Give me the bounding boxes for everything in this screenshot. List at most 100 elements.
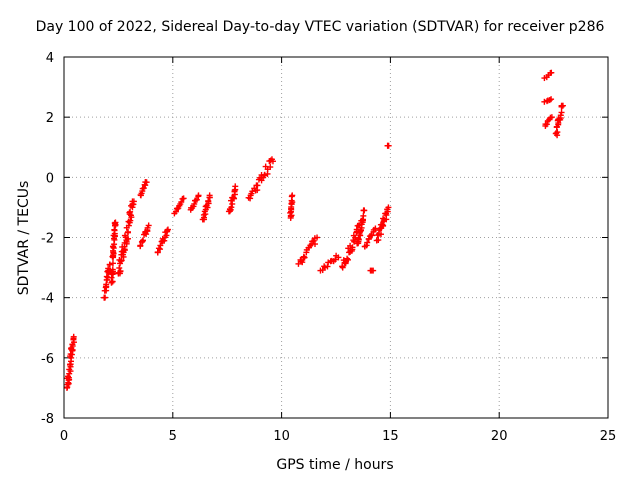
data-point: [174, 205, 181, 212]
x-tick-label: 20: [491, 429, 508, 444]
data-point: [193, 196, 200, 203]
data-point: [375, 237, 382, 244]
data-point: [335, 254, 342, 261]
data-point: [109, 278, 116, 285]
data-point: [384, 142, 391, 149]
data-point: [339, 264, 346, 271]
data-point: [157, 246, 164, 253]
y-tick-label: 0: [46, 171, 54, 186]
data-point: [360, 212, 367, 219]
data-point: [69, 347, 76, 354]
y-tick-label: 4: [46, 51, 54, 66]
data-points: [63, 69, 566, 391]
data-point: [137, 242, 144, 249]
y-tick-label: -2: [41, 232, 54, 247]
x-tick-label: 5: [169, 429, 177, 444]
data-point: [299, 259, 306, 266]
data-point: [117, 268, 124, 275]
data-point: [143, 179, 150, 186]
plot-frame: [63, 56, 609, 419]
data-point: [230, 194, 237, 201]
data-point: [206, 192, 213, 199]
data-point: [261, 171, 268, 178]
data-point: [548, 69, 555, 76]
data-point: [314, 234, 321, 241]
y-tick-label: -8: [41, 412, 54, 427]
data-point: [543, 121, 550, 128]
data-point: [116, 264, 123, 271]
data-point: [311, 241, 318, 248]
data-point: [370, 267, 377, 274]
data-point: [365, 236, 372, 243]
data-point: [124, 235, 131, 242]
data-point: [229, 200, 236, 207]
data-point: [548, 96, 555, 103]
data-point: [130, 201, 137, 208]
data-point: [204, 204, 211, 211]
data-point: [70, 333, 77, 340]
data-point: [377, 231, 384, 238]
data-point: [145, 222, 152, 229]
data-point: [557, 112, 564, 119]
data-point: [254, 182, 261, 189]
data-point: [126, 219, 133, 226]
x-tick-label: 25: [600, 429, 617, 444]
data-point: [289, 192, 296, 199]
data-point: [205, 197, 212, 204]
data-point: [554, 129, 561, 136]
data-point: [143, 231, 150, 238]
data-point: [112, 219, 119, 226]
data-point: [544, 98, 551, 105]
data-point: [269, 158, 276, 165]
data-point: [106, 261, 113, 268]
data-point: [109, 260, 116, 267]
chart-title: Day 100 of 2022, Sidereal Day-to-day VTE…: [35, 19, 605, 35]
y-axis-label: SDTVAR / TECUs: [16, 180, 32, 296]
data-point: [232, 186, 239, 193]
data-point: [267, 164, 274, 171]
data-point: [109, 266, 116, 273]
data-point: [559, 102, 566, 109]
data-point: [108, 279, 115, 286]
y-tick-label: 2: [46, 111, 54, 126]
data-point: [332, 256, 339, 263]
data-point: [164, 226, 171, 233]
tick-labels: 0 5 10 15 20 25 -8 -6 -4 -2 0 2 4: [41, 51, 616, 444]
data-point: [123, 238, 130, 245]
x-tick-label: 15: [382, 429, 399, 444]
y-tick-label: -6: [41, 352, 54, 367]
data-point: [349, 244, 356, 251]
data-point: [111, 230, 118, 237]
data-point: [68, 354, 75, 361]
data-point: [368, 232, 375, 239]
data-point: [180, 195, 187, 202]
data-point: [385, 204, 392, 211]
data-point: [191, 200, 198, 207]
x-tick-label: 10: [273, 429, 290, 444]
grid-lines: [64, 57, 608, 418]
data-point: [110, 254, 117, 261]
x-tick-label: 0: [60, 429, 68, 444]
data-point: [360, 207, 367, 214]
data-point: [301, 254, 308, 261]
data-point: [310, 237, 317, 244]
data-point: [178, 199, 185, 206]
data-point: [127, 208, 134, 215]
data-point: [383, 212, 390, 219]
data-point: [128, 214, 135, 221]
data-point: [355, 235, 362, 242]
data-point: [300, 253, 307, 260]
data-point: [558, 109, 565, 116]
data-point: [105, 267, 112, 274]
data-point: [161, 237, 168, 244]
data-point: [125, 228, 132, 235]
data-point: [548, 114, 555, 121]
data-point: [344, 255, 351, 262]
data-point: [121, 247, 128, 254]
data-point: [65, 374, 72, 381]
data-point: [228, 204, 235, 211]
data-point: [139, 237, 146, 244]
data-point: [102, 294, 109, 301]
data-point: [352, 234, 359, 241]
data-point: [345, 256, 352, 263]
